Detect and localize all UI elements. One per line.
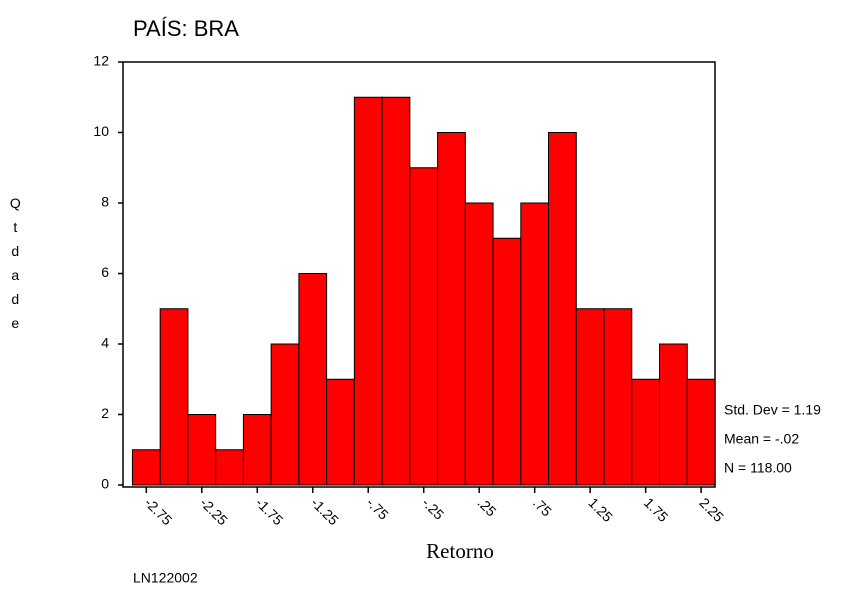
bar — [353, 96, 383, 486]
bar — [298, 273, 328, 486]
bar — [215, 449, 244, 486]
bar — [242, 414, 272, 486]
bar — [187, 414, 217, 486]
x-tick-label: -.75 — [363, 494, 392, 523]
y-tick-label: 0 — [101, 476, 109, 492]
x-tick-label: -2.25 — [197, 494, 231, 528]
bar — [270, 343, 300, 486]
y-tick-label: 6 — [101, 264, 109, 280]
bar — [603, 308, 633, 486]
chart-title: PAÍS: BRA — [133, 16, 239, 41]
bar — [409, 167, 439, 486]
stat: N = 118.00 — [724, 460, 792, 476]
y-tick-label: 2 — [101, 405, 109, 421]
x-tick-label: -1.75 — [253, 494, 287, 528]
y-tick-label: 8 — [101, 194, 109, 210]
bar — [548, 132, 577, 486]
bar — [686, 378, 716, 486]
y-tick-label: 4 — [101, 335, 109, 351]
bar — [464, 202, 494, 486]
y-axis-label: Qtdade — [7, 195, 23, 339]
x-tick-label: 1.25 — [585, 494, 616, 525]
bar — [437, 132, 466, 486]
bar — [520, 202, 550, 486]
bar — [659, 343, 688, 486]
bar — [631, 378, 661, 486]
x-tick-label: 1.75 — [641, 494, 672, 525]
y-tick-label: 10 — [93, 123, 109, 139]
bar — [131, 449, 161, 486]
x-axis-label: Retorno — [426, 539, 494, 563]
x-tick-label: -1.25 — [308, 494, 342, 528]
bar — [159, 308, 189, 486]
bar — [381, 96, 411, 486]
bar — [326, 378, 355, 486]
bar — [575, 308, 605, 486]
x-tick-label: 2.25 — [696, 494, 727, 525]
footer: LN122002 — [133, 570, 198, 586]
stat: Mean = -.02 — [724, 431, 799, 447]
x-tick-label: -2.75 — [142, 494, 176, 528]
bar — [492, 237, 522, 486]
y-tick-label: 12 — [93, 53, 109, 69]
stat: Std. Dev = 1.19 — [724, 402, 821, 418]
plot-frame — [122, 61, 716, 488]
x-tick-label: .25 — [474, 494, 499, 519]
x-tick-label: .75 — [530, 494, 555, 519]
x-tick-label: -.25 — [419, 494, 448, 523]
